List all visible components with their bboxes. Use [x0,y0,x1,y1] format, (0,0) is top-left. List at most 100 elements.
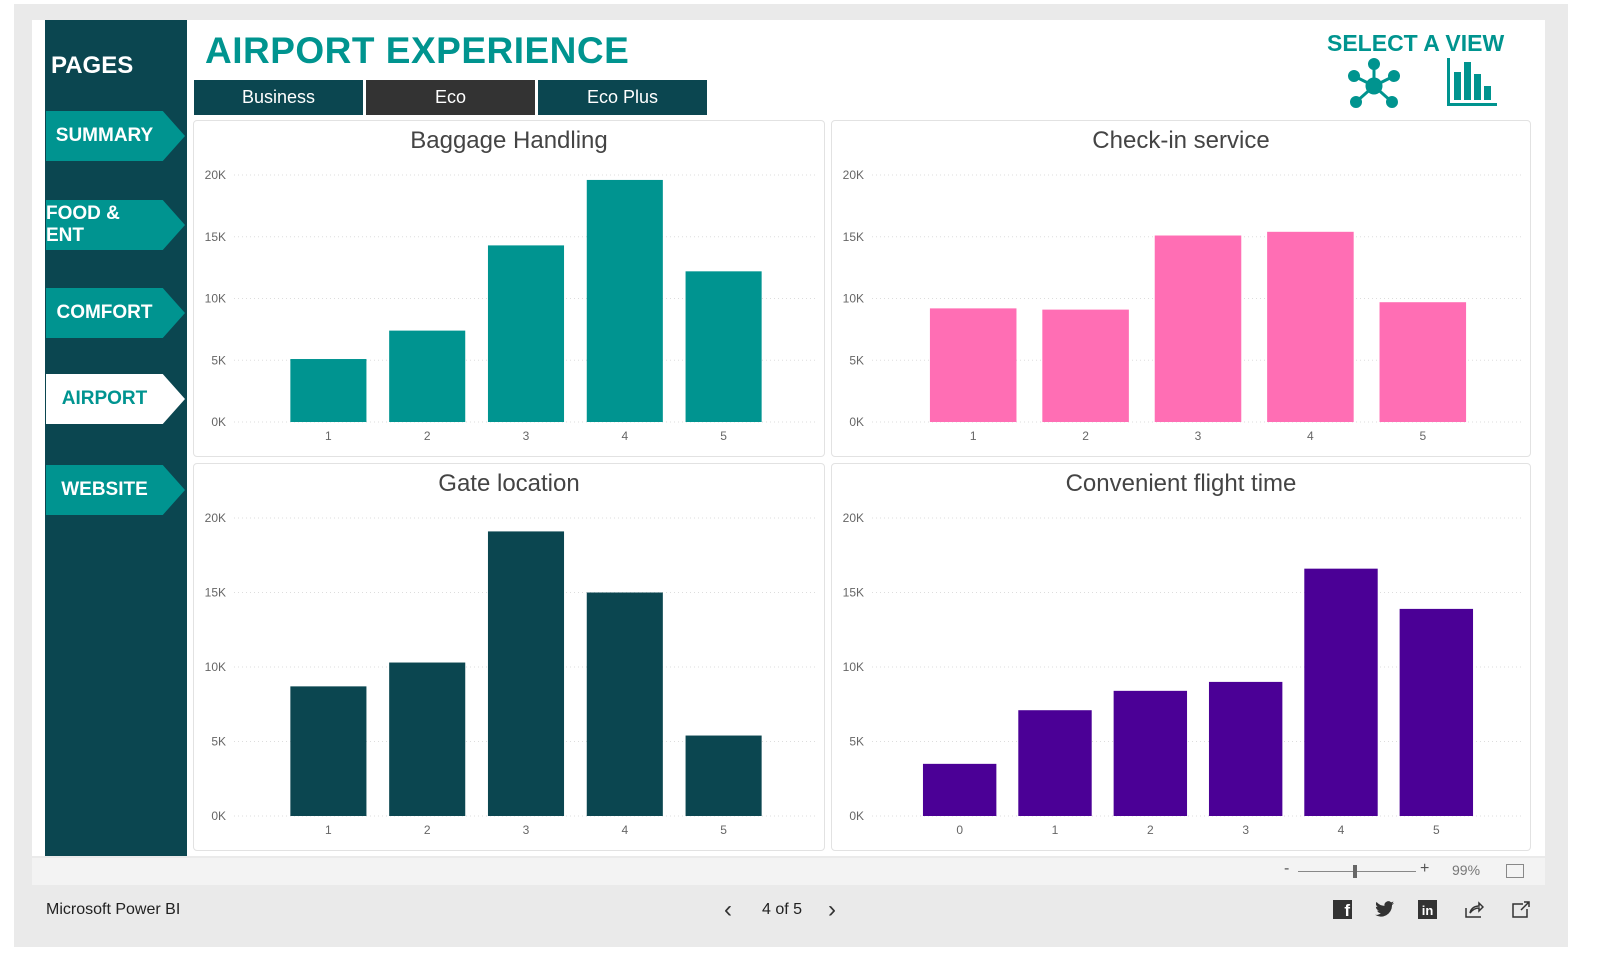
bar[interactable] [1399,608,1474,816]
chart-title: Convenient flight time [1065,470,1297,497]
x-tick-label: 5 [1433,823,1440,837]
x-tick-label: 1 [325,429,332,443]
y-tick-label: 20K [843,168,864,182]
nav-summary[interactable]: SUMMARY [46,111,185,161]
x-tick-label: 4 [1338,823,1345,837]
bar[interactable] [290,686,367,816]
next-page-icon[interactable]: › [828,896,836,923]
y-tick-label: 5K [849,353,864,367]
open-new-window-icon[interactable] [1511,900,1531,919]
bar[interactable] [922,763,997,816]
x-tick-label: 5 [720,823,727,837]
zoom-in-button[interactable]: + [1420,860,1430,877]
y-tick-label: 5K [211,735,226,749]
x-tick-label: 4 [621,823,628,837]
chart-svg: 0K 5K 10K 15K 20K 1 2 3 4 5 [205,168,818,443]
chart-svg: 0K 5K 10K 15K 20K 1 2 3 4 5 [843,168,1524,443]
x-tick-label: 2 [424,429,431,443]
y-tick-label: 0K [211,809,226,823]
bar[interactable] [685,271,762,422]
zoom-bar: - + 99% [32,858,1545,885]
x-tick-label: 3 [1242,823,1249,837]
x-tick-label: 2 [1082,429,1089,443]
y-tick-label: 20K [205,168,226,182]
bar[interactable] [1304,568,1378,816]
x-tick-label: 2 [424,823,431,837]
bar[interactable] [290,359,367,422]
y-tick-label: 10K [205,660,226,674]
x-tick-label: 0 [956,823,963,837]
zoom-slider-handle[interactable] [1353,865,1357,878]
linkedin-icon[interactable]: in [1418,900,1437,919]
chart-svg: 0K 5K 10K 15K 20K 0 1 2 3 4 5 [843,511,1524,837]
sidebar: PAGES SUMMARY FOOD & ENT COMFORT AIRPORT… [45,20,187,856]
bar[interactable] [389,330,466,422]
y-tick-label: 15K [205,586,226,600]
nav-comfort[interactable]: COMFORT [46,288,185,338]
y-tick-label: 0K [849,415,864,429]
x-tick-label: 3 [523,823,530,837]
page-title: AIRPORT EXPERIENCE [205,30,630,71]
bar[interactable] [487,531,565,816]
zoom-out-button[interactable]: - [1284,860,1290,877]
nav-airport[interactable]: AIRPORT [46,374,185,424]
chart-title: Gate location [438,470,580,497]
bar[interactable] [389,662,466,816]
bar[interactable] [586,592,663,817]
y-tick-label: 0K [211,415,226,429]
y-tick-label: 0K [849,809,864,823]
prev-page-icon[interactable]: ‹ [724,896,732,923]
chart-baggage-handling: Baggage Handling 0K 5K 10K 15K 20K 1 2 3 4 5 [193,120,825,457]
chart-check-in-service: Check-in service 0K 5K 10K 15K 20K 1 2 3 4 5 [831,120,1531,457]
chart-svg: 0K 5K 10K 15K 20K 1 2 3 4 5 [205,511,818,837]
bar[interactable] [1267,231,1354,422]
x-tick-label: 4 [1307,429,1314,443]
bar[interactable] [929,308,1017,422]
x-tick-label: 3 [523,429,530,443]
y-tick-label: 10K [843,660,864,674]
x-tick-label: 1 [325,823,332,837]
select-view-label: SELECT A VIEW [1327,30,1505,56]
twitter-icon[interactable] [1375,900,1395,918]
bar-chart-icon[interactable] [1447,58,1499,108]
bar[interactable] [1113,690,1188,816]
zoom-level: 99% [1452,862,1481,878]
chart-gate-location: Gate location 0K 5K 10K 15K 20K 1 2 3 4 5 [193,463,825,851]
y-tick-label: 5K [211,353,226,367]
bar[interactable] [1379,302,1467,422]
y-tick-label: 15K [843,586,864,600]
page-indicator: 4 of 5 [762,901,803,918]
bar[interactable] [1018,710,1092,816]
chart-title: Baggage Handling [410,127,608,154]
nav-website[interactable]: WEBSITE [46,465,185,515]
tab-business[interactable]: Business [194,80,363,115]
sidebar-title: PAGES [51,52,134,79]
network-icon[interactable] [1346,58,1402,110]
fit-to-page-icon[interactable] [1506,864,1524,878]
nav-food-ent[interactable]: FOOD & ENT [46,200,185,250]
share-icon[interactable] [1464,900,1484,919]
tab-eco[interactable]: Eco [366,80,535,115]
y-tick-label: 5K [849,735,864,749]
bar[interactable] [1208,681,1283,816]
y-tick-label: 20K [843,511,864,525]
brand-label: Microsoft Power BI [46,901,181,918]
y-tick-label: 15K [205,230,226,244]
zoom-slider[interactable] [1298,871,1416,872]
footer: Microsoft Power BI ‹ 4 of 5 › f in [32,886,1545,946]
y-tick-label: 20K [205,511,226,525]
chart-convenient-flight-time: Convenient flight time 0K 5K 10K 15K 20K 0 1 2 3… [831,463,1531,851]
bar[interactable] [1154,235,1242,422]
bar[interactable] [487,245,565,422]
y-tick-label: 10K [205,292,226,306]
x-tick-label: 5 [720,429,727,443]
bar[interactable] [1042,309,1129,422]
facebook-icon[interactable]: f [1333,900,1352,920]
x-tick-label: 1 [970,429,977,443]
y-tick-label: 15K [843,230,864,244]
bar[interactable] [685,735,762,816]
x-tick-label: 1 [1052,823,1059,837]
tab-eco-plus[interactable]: Eco Plus [538,80,707,115]
bar[interactable] [586,179,663,422]
x-tick-label: 2 [1147,823,1154,837]
